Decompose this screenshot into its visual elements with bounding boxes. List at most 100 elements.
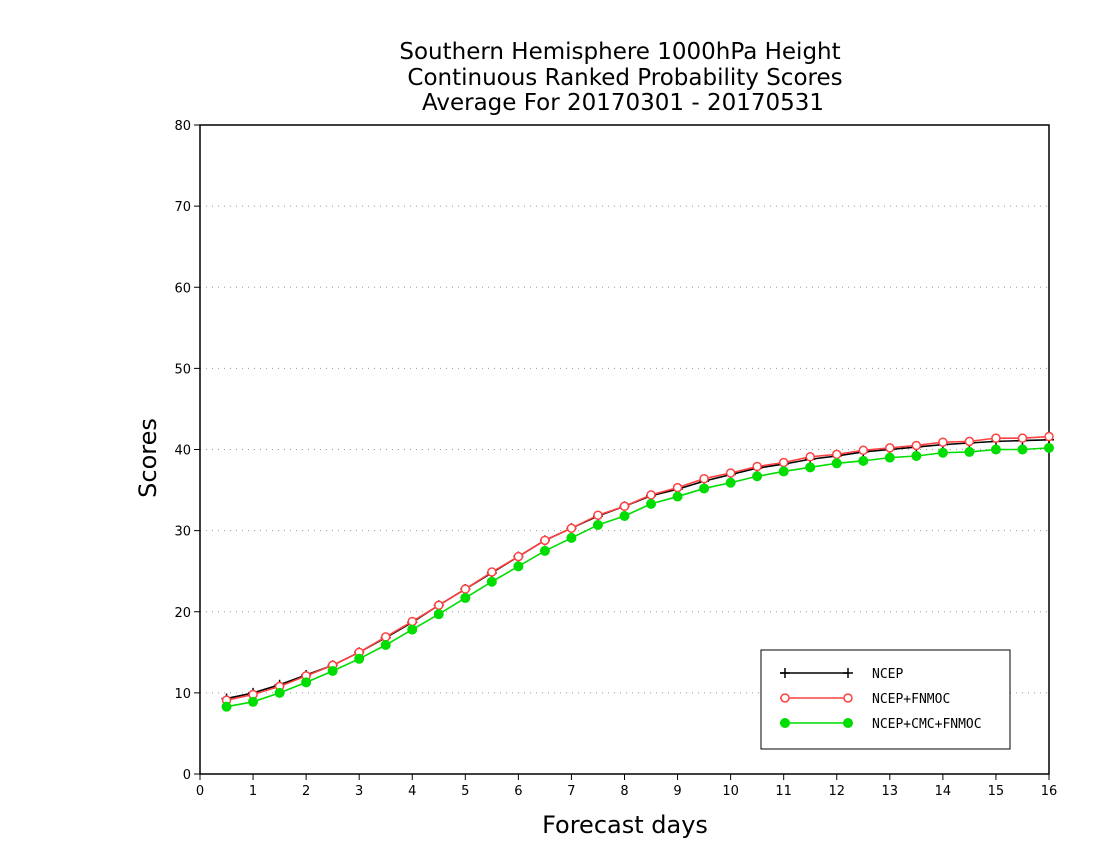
data-point bbox=[884, 452, 895, 463]
series-ncep-cmc-fnmoc bbox=[221, 442, 1054, 712]
grid-lines bbox=[200, 205, 1049, 694]
x-tick-label: 14 bbox=[935, 784, 952, 799]
x-tick-label: 8 bbox=[620, 784, 628, 799]
data-point bbox=[619, 501, 630, 512]
data-point bbox=[752, 461, 762, 472]
x-axis-title: Forecast days bbox=[542, 811, 708, 839]
data-point bbox=[460, 584, 471, 594]
series-group bbox=[221, 431, 1054, 712]
data-point bbox=[248, 696, 259, 707]
data-point bbox=[380, 640, 391, 651]
data-point bbox=[619, 511, 630, 522]
y-tick-label: 30 bbox=[174, 525, 191, 540]
data-point bbox=[327, 665, 338, 676]
legend-marker-end bbox=[843, 668, 853, 678]
x-tick-label: 2 bbox=[302, 784, 310, 799]
data-point bbox=[885, 443, 895, 453]
data-point bbox=[805, 462, 816, 473]
data-point bbox=[778, 457, 789, 468]
chart-title-line-1: Southern Hemisphere 1000hPa Height bbox=[399, 39, 840, 65]
data-point bbox=[699, 473, 709, 484]
data-point bbox=[592, 519, 603, 530]
x-tick-label: 13 bbox=[882, 784, 899, 799]
data-point bbox=[460, 592, 471, 603]
data-point bbox=[752, 471, 763, 482]
legend-item: NCEP+CMC+FNMOC bbox=[780, 717, 982, 732]
data-point bbox=[354, 653, 365, 664]
data-point bbox=[433, 609, 444, 620]
data-point bbox=[832, 449, 842, 460]
x-tick-label: 15 bbox=[988, 784, 1005, 799]
y-tick-label: 50 bbox=[174, 362, 191, 377]
data-point bbox=[858, 455, 869, 466]
legend-label: NCEP+FNMOC bbox=[872, 692, 950, 707]
x-tick-label: 11 bbox=[775, 784, 792, 799]
y-tick-label: 70 bbox=[174, 200, 191, 215]
legend-box bbox=[760, 649, 1011, 750]
x-tick-label: 3 bbox=[355, 784, 363, 799]
data-point bbox=[407, 616, 417, 627]
y-tick-label: 40 bbox=[174, 444, 191, 459]
data-point bbox=[937, 447, 948, 458]
x-tick-label: 4 bbox=[408, 784, 416, 799]
data-point bbox=[539, 545, 550, 556]
chart-title-line-3: Average For 20170301 - 20170531 bbox=[422, 90, 824, 116]
data-point bbox=[1044, 431, 1054, 442]
x-tick-label: 16 bbox=[1041, 784, 1058, 799]
chart-title-line-2: Continuous Ranked Probability Scores bbox=[407, 65, 842, 91]
data-point bbox=[434, 600, 444, 611]
x-tick-label: 10 bbox=[722, 784, 739, 799]
data-point bbox=[991, 433, 1001, 443]
data-point bbox=[380, 632, 391, 642]
data-point bbox=[911, 450, 922, 461]
data-point bbox=[1017, 433, 1028, 443]
data-point bbox=[911, 440, 922, 451]
legend: NCEP NCEP+FNMOC NCEP+CMC+FNMOC bbox=[760, 649, 1011, 750]
data-point bbox=[513, 551, 524, 562]
data-point bbox=[725, 468, 736, 478]
data-point bbox=[540, 535, 550, 546]
y-tick-label: 80 bbox=[174, 119, 191, 134]
data-point bbox=[964, 436, 975, 447]
legend-marker-start bbox=[780, 668, 790, 678]
x-tick-label: 7 bbox=[567, 784, 575, 799]
legend-marker-start bbox=[780, 718, 790, 728]
x-tick-label: 0 bbox=[196, 784, 204, 799]
data-point bbox=[566, 523, 577, 533]
legend-marker-start bbox=[780, 693, 790, 703]
data-point bbox=[805, 452, 815, 462]
legend-label: NCEP+CMC+FNMOC bbox=[872, 717, 982, 732]
chart-title: Southern Hemisphere 1000hPa Height Conti… bbox=[399, 39, 842, 116]
data-point bbox=[990, 444, 1001, 455]
data-point bbox=[487, 567, 497, 577]
data-point bbox=[699, 483, 710, 494]
y-tick-label: 20 bbox=[174, 606, 191, 621]
y-tick-label: 60 bbox=[174, 281, 191, 296]
data-point bbox=[1044, 442, 1054, 453]
data-point bbox=[858, 445, 869, 456]
y-axis-title: Scores bbox=[134, 418, 162, 498]
x-tick-label: 1 bbox=[249, 784, 257, 799]
data-point bbox=[831, 458, 842, 469]
legend-marker-end bbox=[843, 718, 853, 728]
data-point bbox=[964, 446, 975, 457]
data-point bbox=[646, 490, 656, 500]
data-point bbox=[672, 482, 683, 493]
x-tick-label: 12 bbox=[828, 784, 845, 799]
data-point bbox=[778, 466, 789, 477]
data-point bbox=[566, 532, 577, 543]
legend-item: NCEP bbox=[780, 667, 903, 682]
legend-label: NCEP bbox=[872, 667, 903, 682]
y-tick-label: 10 bbox=[174, 687, 191, 702]
data-point bbox=[486, 576, 497, 587]
data-point bbox=[1017, 444, 1028, 455]
x-tick-label: 9 bbox=[673, 784, 681, 799]
legend-item: NCEP+FNMOC bbox=[780, 692, 950, 707]
data-point bbox=[513, 561, 524, 572]
y-tick-label: 0 bbox=[183, 768, 191, 783]
data-point bbox=[646, 498, 657, 509]
data-point bbox=[407, 624, 418, 635]
data-point bbox=[938, 437, 948, 447]
